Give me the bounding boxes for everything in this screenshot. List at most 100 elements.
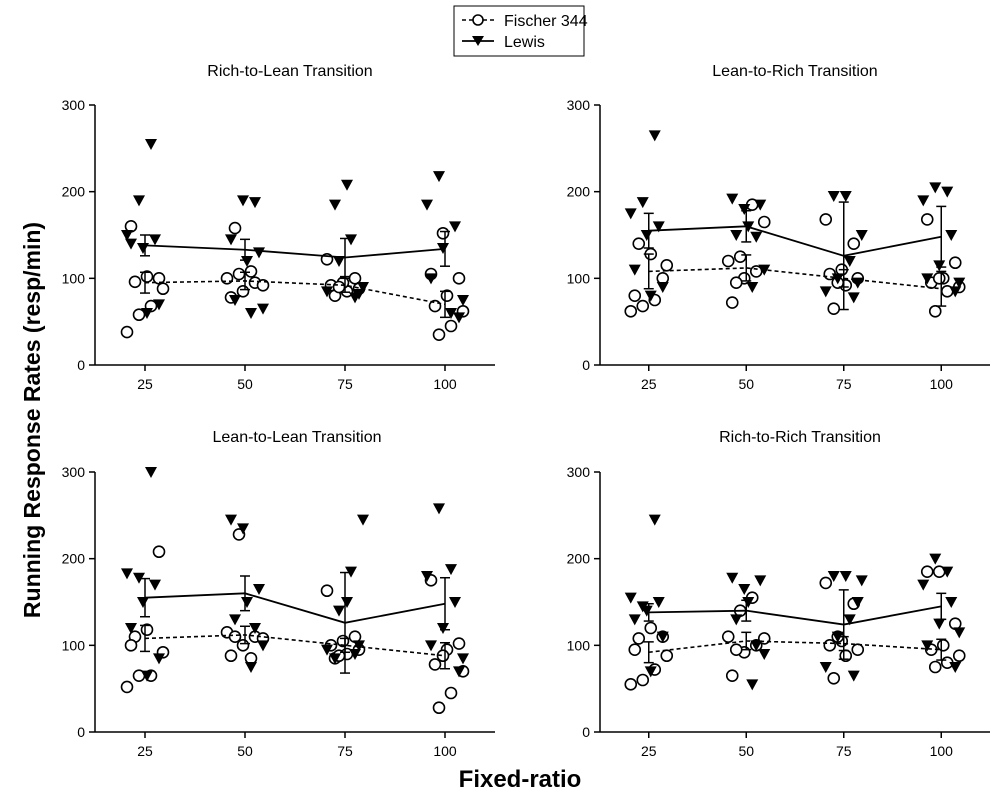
chart-panel-4: Rich-to-Rich Transition 0 100 200 300 25 50 75 1… bbox=[567, 429, 990, 759]
point-lewis bbox=[249, 623, 261, 634]
point-lewis bbox=[229, 295, 241, 306]
point-lewis bbox=[831, 273, 844, 285]
point-fischer-344 bbox=[232, 267, 246, 281]
x-tick-label: 25 bbox=[137, 376, 153, 392]
series-lewis bbox=[121, 139, 469, 324]
point-lewis bbox=[141, 670, 153, 682]
point-fischer-344 bbox=[152, 545, 166, 559]
point-lewis bbox=[746, 282, 759, 293]
point-fischer-344 bbox=[644, 621, 658, 635]
panel-title: Lean-to-Rich Transition bbox=[712, 63, 877, 80]
legend-box bbox=[453, 5, 585, 57]
point-lewis bbox=[145, 139, 157, 150]
point-fischer-344 bbox=[928, 304, 942, 318]
series-fischer-344 bbox=[120, 220, 470, 341]
point-fischer-344 bbox=[948, 256, 962, 270]
point-fischer-344 bbox=[729, 643, 743, 656]
point-fischer-344 bbox=[132, 308, 146, 322]
point-lewis bbox=[453, 312, 465, 324]
point-lewis bbox=[730, 230, 743, 241]
x-tick-label: 100 bbox=[433, 376, 457, 392]
point-lewis bbox=[843, 256, 856, 267]
point-lewis bbox=[445, 564, 457, 576]
point-fischer-344 bbox=[228, 630, 242, 643]
point-lewis bbox=[933, 618, 946, 630]
point-fischer-344 bbox=[244, 265, 258, 278]
point-fischer-344 bbox=[952, 649, 966, 663]
x-tick-label: 25 bbox=[641, 743, 657, 759]
point-lewis bbox=[726, 193, 739, 205]
point-lewis bbox=[225, 234, 237, 246]
point-lewis bbox=[421, 571, 433, 582]
point-lewis bbox=[827, 571, 840, 582]
point-lewis bbox=[851, 277, 864, 289]
point-lewis bbox=[921, 273, 934, 285]
point-fischer-344 bbox=[236, 639, 250, 652]
point-lewis bbox=[121, 568, 133, 580]
point-lewis bbox=[847, 670, 860, 682]
point-fischer-344 bbox=[932, 272, 946, 285]
point-lewis bbox=[245, 662, 257, 673]
point-lewis bbox=[624, 208, 637, 220]
point-fischer-344 bbox=[636, 673, 650, 687]
point-lewis bbox=[249, 197, 261, 209]
point-lewis bbox=[819, 286, 832, 298]
point-lewis bbox=[321, 286, 333, 298]
point-lewis bbox=[644, 666, 657, 678]
point-lewis bbox=[421, 199, 433, 211]
point-lewis bbox=[831, 631, 844, 643]
point-lewis bbox=[333, 605, 345, 617]
chart-panel-2: Lean-to-Rich Transition 0 100 200 300 25 50 75 1… bbox=[567, 63, 990, 392]
point-lewis bbox=[121, 230, 133, 241]
point-lewis bbox=[353, 288, 365, 300]
point-lewis bbox=[345, 566, 357, 578]
x-tick-label: 50 bbox=[237, 743, 253, 759]
point-lewis bbox=[754, 199, 767, 211]
point-fischer-344 bbox=[827, 671, 841, 685]
point-lewis bbox=[149, 579, 161, 591]
x-tick-label: 75 bbox=[836, 376, 852, 392]
point-lewis bbox=[225, 514, 237, 526]
point-fischer-344 bbox=[428, 658, 442, 671]
point-lewis bbox=[253, 247, 265, 259]
point-fischer-344 bbox=[432, 701, 446, 715]
point-fischer-344 bbox=[819, 213, 833, 226]
point-lewis bbox=[237, 523, 249, 535]
point-lewis bbox=[945, 597, 958, 608]
point-lewis bbox=[949, 662, 962, 673]
point-fischer-344 bbox=[628, 289, 642, 302]
y-tick-label: 300 bbox=[567, 97, 591, 113]
panels: Rich-to-Lean Transition 0 100 200 300 25 50 75 1… bbox=[62, 63, 990, 759]
point-lewis bbox=[750, 231, 763, 243]
x-tick-label: 25 bbox=[641, 376, 657, 392]
point-lewis bbox=[141, 308, 153, 319]
series-lewis bbox=[624, 514, 966, 691]
mean-line-lewis bbox=[144, 244, 446, 259]
point-lewis bbox=[917, 579, 930, 591]
y-tick-label: 200 bbox=[567, 551, 591, 567]
point-fischer-344 bbox=[320, 584, 334, 598]
point-lewis bbox=[738, 204, 751, 215]
point-lewis bbox=[321, 644, 333, 656]
point-fischer-344 bbox=[224, 649, 238, 663]
point-lewis bbox=[433, 171, 445, 183]
point-fischer-344 bbox=[124, 639, 138, 652]
point-lewis bbox=[425, 273, 437, 285]
point-lewis bbox=[133, 572, 145, 584]
point-fischer-344 bbox=[624, 304, 638, 318]
y-tick-label: 0 bbox=[582, 357, 590, 373]
point-lewis bbox=[945, 230, 958, 241]
point-lewis bbox=[855, 575, 868, 587]
y-tick-label: 100 bbox=[567, 637, 591, 653]
point-lewis bbox=[839, 571, 852, 582]
point-fischer-344 bbox=[721, 630, 735, 643]
point-fischer-344 bbox=[823, 639, 837, 652]
point-lewis bbox=[133, 195, 145, 207]
point-fischer-344 bbox=[628, 643, 642, 656]
point-fischer-344 bbox=[729, 276, 743, 289]
figure-ylabel: Running Response Rates (resp/min) bbox=[19, 222, 45, 618]
point-lewis bbox=[941, 566, 954, 578]
point-fischer-344 bbox=[332, 280, 346, 294]
point-lewis bbox=[839, 191, 852, 202]
point-lewis bbox=[941, 186, 954, 198]
